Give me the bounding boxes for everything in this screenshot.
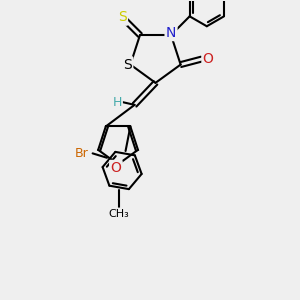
Text: S: S xyxy=(123,58,132,72)
Text: H: H xyxy=(112,96,122,109)
Text: CH₃: CH₃ xyxy=(108,209,129,219)
Text: O: O xyxy=(110,161,121,175)
Text: N: N xyxy=(166,26,176,40)
Text: Br: Br xyxy=(75,147,88,160)
Text: O: O xyxy=(203,52,214,66)
Text: S: S xyxy=(118,11,127,24)
